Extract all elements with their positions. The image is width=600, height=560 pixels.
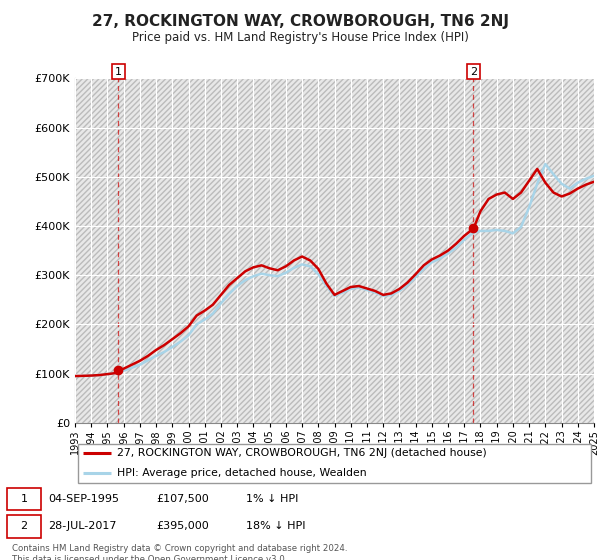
- Text: 18% ↓ HPI: 18% ↓ HPI: [246, 521, 305, 531]
- Text: 27, ROCKINGTON WAY, CROWBOROUGH, TN6 2NJ: 27, ROCKINGTON WAY, CROWBOROUGH, TN6 2NJ: [91, 14, 509, 29]
- FancyBboxPatch shape: [7, 488, 41, 510]
- Text: £395,000: £395,000: [156, 521, 209, 531]
- Text: 28-JUL-2017: 28-JUL-2017: [48, 521, 116, 531]
- Text: 2: 2: [470, 67, 477, 77]
- Text: 1% ↓ HPI: 1% ↓ HPI: [246, 494, 298, 504]
- Text: £107,500: £107,500: [156, 494, 209, 504]
- Text: 2: 2: [20, 521, 28, 531]
- Text: HPI: Average price, detached house, Wealden: HPI: Average price, detached house, Weal…: [116, 468, 366, 478]
- FancyBboxPatch shape: [77, 444, 592, 483]
- Text: Price paid vs. HM Land Registry's House Price Index (HPI): Price paid vs. HM Land Registry's House …: [131, 31, 469, 44]
- Text: 1: 1: [20, 494, 28, 504]
- Text: 04-SEP-1995: 04-SEP-1995: [48, 494, 119, 504]
- Text: 1: 1: [115, 67, 122, 77]
- Text: 27, ROCKINGTON WAY, CROWBOROUGH, TN6 2NJ (detached house): 27, ROCKINGTON WAY, CROWBOROUGH, TN6 2NJ…: [116, 448, 486, 458]
- FancyBboxPatch shape: [7, 515, 41, 538]
- Text: Contains HM Land Registry data © Crown copyright and database right 2024.
This d: Contains HM Land Registry data © Crown c…: [12, 544, 347, 560]
